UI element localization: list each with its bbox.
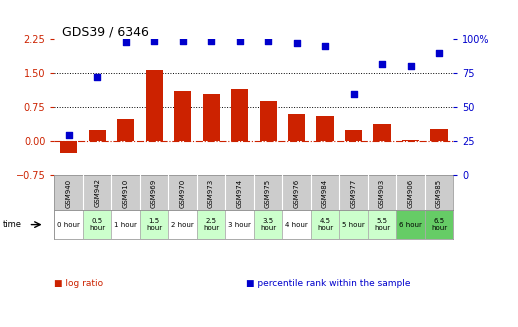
- Point: [321, 43, 329, 49]
- Text: ■ log ratio: ■ log ratio: [54, 279, 104, 288]
- Text: 5.5
hour: 5.5 hour: [374, 218, 390, 231]
- Text: GSM903: GSM903: [379, 178, 385, 208]
- Bar: [339, 211, 368, 239]
- Text: GSM970: GSM970: [180, 178, 185, 208]
- Text: GSM906: GSM906: [408, 178, 413, 208]
- Bar: [117, 119, 134, 141]
- Point: [349, 91, 357, 96]
- Text: 0 hour: 0 hour: [57, 222, 80, 228]
- Bar: [345, 130, 362, 141]
- Text: GSM976: GSM976: [294, 178, 299, 208]
- Bar: [168, 211, 197, 239]
- Text: 1 hour: 1 hour: [114, 222, 137, 228]
- Text: time: time: [3, 220, 22, 229]
- Text: GSM942: GSM942: [94, 179, 100, 207]
- Bar: [254, 211, 282, 239]
- Text: GSM977: GSM977: [351, 178, 356, 208]
- Bar: [311, 211, 339, 239]
- Text: 4 hour: 4 hour: [285, 222, 308, 228]
- Point: [378, 61, 386, 66]
- Bar: [60, 141, 77, 153]
- Text: GSM969: GSM969: [151, 178, 157, 208]
- Bar: [231, 89, 248, 141]
- Bar: [430, 129, 448, 141]
- Point: [121, 39, 130, 44]
- Text: 2.5
hour: 2.5 hour: [203, 218, 219, 231]
- Bar: [54, 211, 83, 239]
- Bar: [140, 211, 168, 239]
- Point: [64, 132, 73, 137]
- Bar: [203, 94, 220, 141]
- Text: 4.5
hour: 4.5 hour: [317, 218, 333, 231]
- Bar: [197, 211, 225, 239]
- Text: GDS39 / 6346: GDS39 / 6346: [62, 25, 149, 38]
- Bar: [111, 211, 140, 239]
- Text: 6 hour: 6 hour: [399, 222, 422, 228]
- Text: GSM975: GSM975: [265, 179, 271, 208]
- Point: [235, 38, 243, 43]
- Point: [178, 38, 186, 43]
- Point: [264, 38, 272, 43]
- Text: 2 hour: 2 hour: [171, 222, 194, 228]
- Bar: [225, 211, 254, 239]
- Bar: [368, 211, 396, 239]
- Text: GSM940: GSM940: [66, 179, 71, 208]
- Bar: [146, 70, 163, 141]
- Text: GSM973: GSM973: [208, 178, 214, 208]
- Bar: [174, 92, 191, 141]
- Text: GSM984: GSM984: [322, 179, 328, 208]
- Point: [150, 38, 159, 43]
- Bar: [425, 211, 453, 239]
- Text: GSM910: GSM910: [123, 178, 128, 208]
- Bar: [83, 211, 111, 239]
- Text: 3.5
hour: 3.5 hour: [260, 218, 276, 231]
- Point: [93, 75, 102, 80]
- Text: GSM985: GSM985: [436, 179, 442, 208]
- Bar: [373, 124, 391, 141]
- Bar: [89, 130, 106, 141]
- Text: 0.5
hour: 0.5 hour: [89, 218, 105, 231]
- Point: [292, 41, 300, 46]
- Text: 6.5
hour: 6.5 hour: [431, 218, 447, 231]
- Point: [406, 64, 414, 69]
- Point: [435, 50, 443, 56]
- Text: 1.5
hour: 1.5 hour: [146, 218, 162, 231]
- Text: GSM974: GSM974: [237, 179, 242, 208]
- Bar: [316, 116, 334, 141]
- Bar: [260, 100, 277, 141]
- Text: ■ percentile rank within the sample: ■ percentile rank within the sample: [246, 279, 411, 288]
- Bar: [288, 114, 305, 141]
- Bar: [282, 211, 311, 239]
- Point: [207, 38, 215, 43]
- Bar: [396, 211, 425, 239]
- Text: 5 hour: 5 hour: [342, 222, 365, 228]
- Text: 3 hour: 3 hour: [228, 222, 251, 228]
